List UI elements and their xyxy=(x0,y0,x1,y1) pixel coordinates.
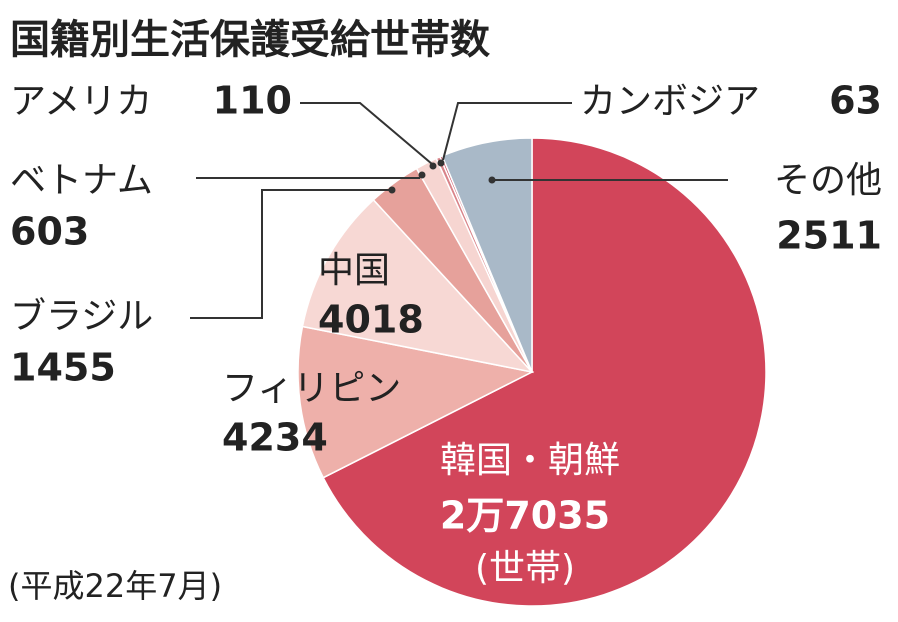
value-label: 2511 xyxy=(776,214,882,258)
slice xyxy=(297,325,535,479)
category-label: フィリピン xyxy=(222,368,401,409)
leader-dot xyxy=(418,171,426,179)
value-label: 2万7035 xyxy=(440,494,610,538)
leader-dot xyxy=(388,186,396,194)
value-label: 1455 xyxy=(10,346,116,390)
slice xyxy=(301,198,535,374)
value-label: 110 xyxy=(213,79,292,123)
leader-dot xyxy=(437,159,445,167)
leader-dot xyxy=(488,176,496,184)
value-label: 4018 xyxy=(318,298,424,342)
category-label: ベトナム xyxy=(10,160,153,201)
category-label: 韓国・朝鮮 xyxy=(440,440,620,481)
leader-dot xyxy=(429,162,437,170)
leader-line xyxy=(442,102,572,161)
value-label: 603 xyxy=(10,210,89,254)
category-label: ブラジル xyxy=(10,296,153,337)
slice xyxy=(322,137,767,607)
value-label: 4234 xyxy=(222,416,328,460)
slice xyxy=(441,137,533,373)
category-label: その他 xyxy=(774,160,882,201)
value-label: 63 xyxy=(829,79,882,123)
category-label: カンボジア xyxy=(580,81,760,122)
category-label: アメリカ xyxy=(10,81,152,122)
note: (平成22年7月) xyxy=(8,567,222,605)
pie xyxy=(297,137,767,607)
leader-line xyxy=(190,189,392,319)
chart-title: 国籍別生活保護受給世帯数 xyxy=(10,17,490,63)
unit-label: (世帯) xyxy=(475,548,575,589)
category-label: 中国 xyxy=(318,250,390,291)
leader-line xyxy=(300,102,433,165)
